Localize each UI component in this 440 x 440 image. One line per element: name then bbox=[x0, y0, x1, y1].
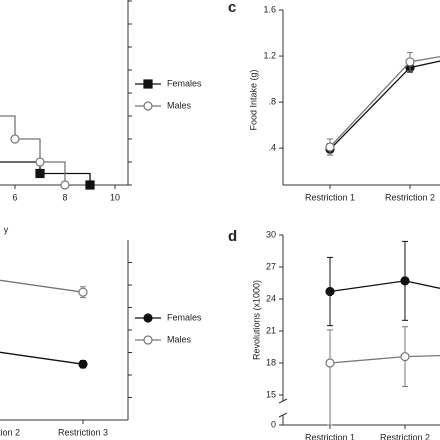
marker bbox=[143, 79, 153, 89]
y-tick-label: 21 bbox=[266, 325, 276, 335]
y-tick-label: 24 bbox=[266, 293, 276, 303]
y-tick-label: 1.2 bbox=[263, 50, 276, 60]
marker bbox=[143, 335, 153, 345]
panel-label: c bbox=[228, 0, 236, 16]
y-tick-label: .8 bbox=[268, 96, 276, 106]
line bbox=[329, 60, 440, 150]
marker bbox=[85, 180, 95, 190]
marker bbox=[325, 286, 335, 297]
marker bbox=[400, 276, 410, 286]
legend-label: Males bbox=[167, 334, 192, 344]
y-tick-label: 0 bbox=[271, 419, 276, 429]
marker bbox=[78, 359, 88, 369]
axis-break bbox=[278, 412, 288, 418]
x-tick-label: 8 bbox=[62, 192, 67, 202]
y-tick-label: 27 bbox=[266, 261, 276, 271]
panel-label: d bbox=[228, 228, 237, 245]
marker bbox=[143, 313, 153, 323]
step-line bbox=[0, 161, 91, 185]
x-tick-label: Restriction 1 bbox=[305, 192, 355, 202]
x-tick-label: Restriction 3 bbox=[58, 427, 108, 437]
y-tick-label: 18 bbox=[266, 357, 276, 367]
y-axis-label: Food Intake (g) bbox=[248, 69, 258, 130]
x-tick-label: 10 bbox=[110, 192, 120, 202]
y-tick-label: .4 bbox=[268, 143, 276, 153]
marker bbox=[325, 358, 335, 368]
x-axis-label: y bbox=[4, 224, 9, 234]
marker bbox=[143, 101, 153, 111]
marker bbox=[405, 57, 415, 67]
y-tick-label: 15 bbox=[266, 389, 276, 399]
line bbox=[329, 280, 440, 293]
x-tick-label: Restriction 1 bbox=[305, 432, 355, 440]
x-tick-label: Restriction 2 bbox=[0, 427, 20, 437]
marker bbox=[10, 134, 20, 144]
y-tick-label: 30 bbox=[266, 229, 276, 239]
x-tick-label: Restriction 2 bbox=[380, 432, 430, 440]
marker bbox=[35, 168, 45, 179]
y-axis-label: Revolutions (x1000) bbox=[251, 280, 261, 360]
line bbox=[0, 351, 84, 365]
line bbox=[329, 354, 440, 364]
marker bbox=[78, 287, 88, 297]
axis-break bbox=[278, 398, 288, 404]
line bbox=[0, 279, 84, 293]
x-tick-label: Restriction 2 bbox=[385, 192, 435, 202]
x-tick-label: 6 bbox=[12, 192, 17, 202]
legend-label: Females bbox=[167, 78, 202, 88]
marker bbox=[60, 180, 70, 190]
marker bbox=[400, 352, 410, 362]
y-tick-label: 1.6 bbox=[263, 4, 276, 14]
legend-label: Females bbox=[167, 312, 202, 322]
marker bbox=[325, 142, 335, 152]
marker bbox=[35, 157, 45, 167]
legend-label: Males bbox=[167, 100, 192, 110]
step-line bbox=[0, 115, 66, 185]
